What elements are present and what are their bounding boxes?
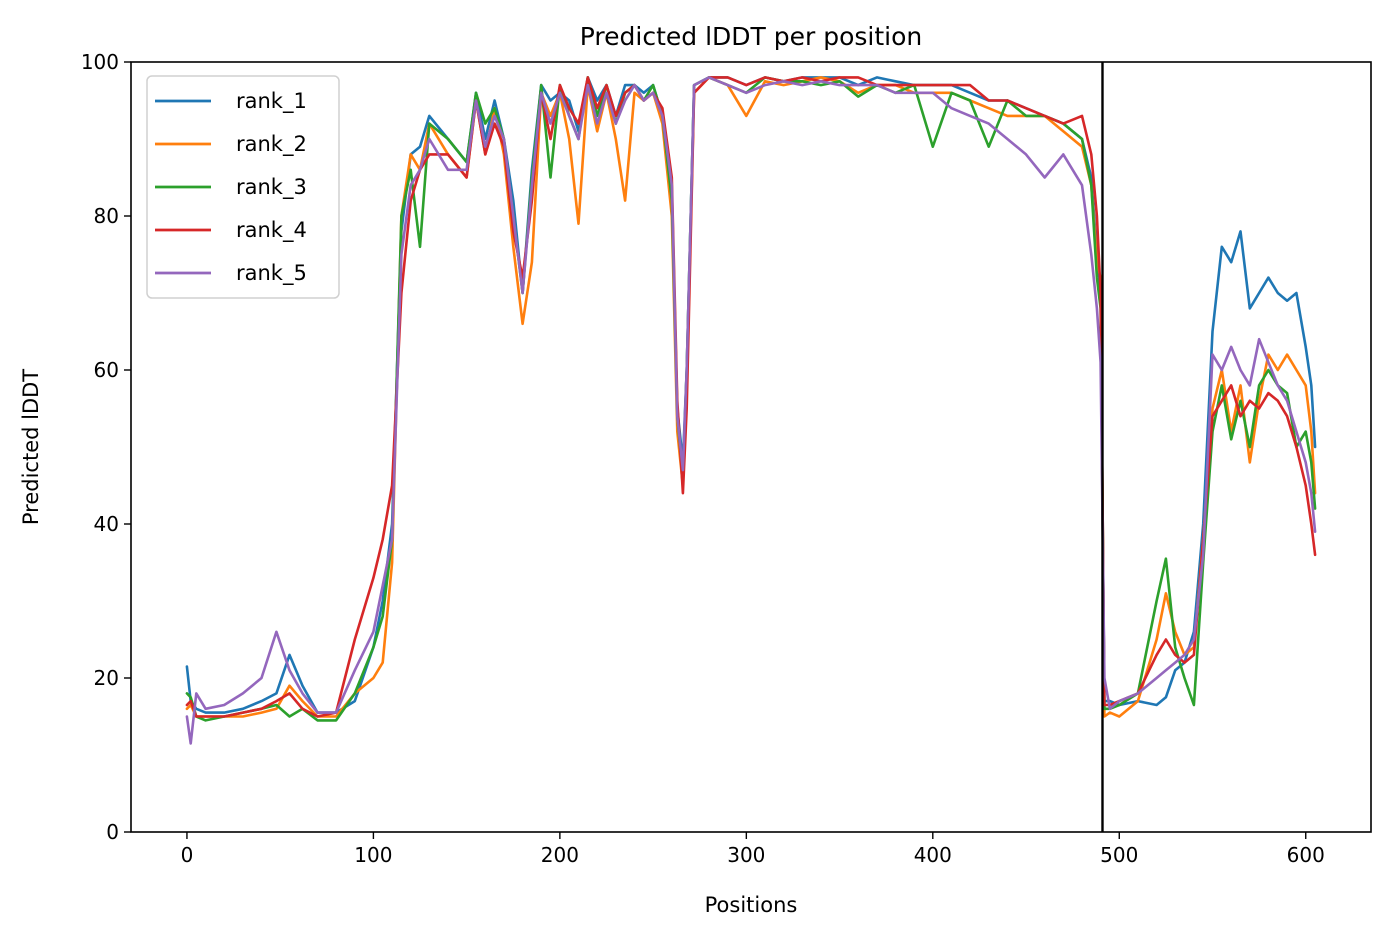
legend-box (146, 75, 340, 299)
x-tick-label: 0 (181, 843, 194, 867)
x-tick-label: 400 (914, 843, 952, 867)
plot-frame (130, 61, 1372, 833)
x-tick-label: 100 (354, 843, 392, 867)
y-tick-label: 60 (94, 358, 119, 382)
y-tick-label: 20 (94, 666, 119, 690)
series-line-rank_5 (185, 76, 1317, 745)
legend-label-rank_3: rank_3 (236, 175, 307, 200)
y-tick-label: 100 (81, 50, 119, 74)
legend-label-rank_1: rank_1 (236, 89, 307, 114)
legend-label-rank_5: rank_5 (236, 261, 307, 286)
series-layer (185, 76, 1317, 745)
legend-label-rank_2: rank_2 (236, 132, 307, 157)
y-tick-label: 40 (94, 512, 119, 536)
x-axis-label: Positions (705, 893, 798, 917)
x-axis-ticks: 0 100 200 300 400 500 600 (181, 832, 1325, 867)
x-tick-label: 500 (1100, 843, 1138, 867)
legend: rank_1 rank_2 rank_3 rank_4 rank_5 (146, 75, 340, 299)
y-tick-label: 0 (106, 820, 119, 844)
y-tick-label: 80 (94, 204, 119, 228)
x-tick-label: 300 (727, 843, 765, 867)
y-axis-label: Predicted lDDT (19, 369, 43, 525)
chart-title: Predicted lDDT per position (580, 22, 922, 51)
x-tick-label: 200 (541, 843, 579, 867)
y-axis-ticks: 0 20 40 60 80 100 (81, 50, 131, 844)
legend-label-rank_4: rank_4 (236, 218, 307, 243)
x-tick-label: 600 (1287, 843, 1325, 867)
